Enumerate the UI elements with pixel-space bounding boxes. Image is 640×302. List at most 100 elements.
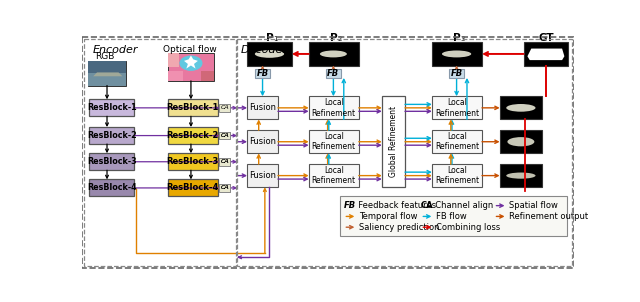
FancyBboxPatch shape	[326, 69, 341, 78]
FancyBboxPatch shape	[168, 99, 218, 116]
FancyBboxPatch shape	[220, 132, 230, 140]
FancyBboxPatch shape	[432, 164, 482, 187]
Text: Global Refinement: Global Refinement	[389, 106, 398, 177]
FancyBboxPatch shape	[220, 104, 230, 112]
FancyBboxPatch shape	[247, 42, 292, 66]
Text: Fusion: Fusion	[249, 137, 276, 146]
Text: ResBlock-3: ResBlock-3	[87, 157, 136, 166]
FancyBboxPatch shape	[432, 130, 482, 153]
FancyBboxPatch shape	[88, 73, 126, 85]
Text: CA: CA	[221, 133, 229, 138]
FancyBboxPatch shape	[500, 96, 542, 119]
Text: Decoder: Decoder	[241, 45, 288, 55]
Text: CA: CA	[221, 159, 229, 164]
Text: CA: CA	[221, 159, 229, 164]
Text: ResBlock-1: ResBlock-1	[87, 103, 136, 112]
Text: P: P	[266, 33, 273, 43]
Text: P: P	[330, 33, 337, 43]
FancyBboxPatch shape	[449, 69, 464, 78]
Text: FB: FB	[257, 69, 269, 78]
Text: Fusion: Fusion	[249, 171, 276, 180]
FancyBboxPatch shape	[247, 164, 278, 187]
Text: ResBlock-4: ResBlock-4	[166, 183, 219, 192]
Text: 1: 1	[273, 36, 278, 42]
FancyBboxPatch shape	[247, 130, 278, 153]
Text: ResBlock-4: ResBlock-4	[87, 183, 136, 192]
FancyBboxPatch shape	[201, 71, 214, 81]
FancyBboxPatch shape	[308, 42, 359, 66]
FancyBboxPatch shape	[168, 53, 179, 67]
FancyBboxPatch shape	[88, 61, 126, 85]
Text: RGB: RGB	[95, 52, 115, 61]
Text: Fusion: Fusion	[249, 103, 276, 112]
FancyBboxPatch shape	[90, 127, 134, 144]
Text: ResBlock-2: ResBlock-2	[166, 131, 219, 140]
Ellipse shape	[320, 50, 347, 57]
Bar	[84, 39, 236, 266]
Text: Spatial flow: Spatial flow	[509, 201, 558, 210]
Text: Channel align: Channel align	[429, 201, 493, 210]
FancyBboxPatch shape	[168, 127, 218, 144]
FancyBboxPatch shape	[308, 96, 359, 119]
Text: CA: CA	[221, 185, 229, 191]
Text: Optical flow: Optical flow	[163, 45, 216, 54]
Bar	[237, 39, 572, 266]
FancyBboxPatch shape	[500, 164, 542, 187]
FancyBboxPatch shape	[308, 130, 359, 153]
Polygon shape	[184, 56, 198, 69]
Text: Temporal flow: Temporal flow	[359, 212, 417, 221]
Text: Local
Refinement: Local Refinement	[435, 166, 479, 185]
Text: Combining loss: Combining loss	[436, 223, 500, 232]
Text: FB: FB	[344, 201, 356, 210]
FancyBboxPatch shape	[168, 179, 218, 196]
Ellipse shape	[442, 50, 471, 57]
FancyBboxPatch shape	[220, 158, 230, 165]
Text: Saliency prediction: Saliency prediction	[359, 223, 439, 232]
FancyBboxPatch shape	[432, 42, 482, 66]
FancyBboxPatch shape	[340, 196, 568, 236]
Ellipse shape	[255, 50, 284, 58]
FancyBboxPatch shape	[382, 96, 405, 187]
Text: 2: 2	[337, 36, 342, 42]
Text: Feedback features: Feedback features	[353, 201, 436, 210]
FancyBboxPatch shape	[88, 61, 126, 73]
Text: 3: 3	[460, 36, 465, 42]
FancyBboxPatch shape	[168, 71, 183, 81]
Text: ResBlock-3: ResBlock-3	[167, 157, 219, 166]
Ellipse shape	[179, 56, 202, 71]
FancyBboxPatch shape	[524, 42, 568, 66]
FancyBboxPatch shape	[255, 69, 270, 78]
Polygon shape	[93, 72, 122, 76]
Text: FB flow: FB flow	[436, 212, 467, 221]
FancyBboxPatch shape	[90, 99, 134, 116]
FancyBboxPatch shape	[432, 96, 482, 119]
FancyBboxPatch shape	[308, 164, 359, 187]
Ellipse shape	[506, 172, 536, 179]
FancyBboxPatch shape	[90, 153, 134, 170]
Text: CA: CA	[221, 133, 229, 138]
Text: GT: GT	[538, 33, 554, 43]
Text: CA: CA	[221, 185, 229, 191]
Text: FB: FB	[451, 69, 463, 78]
FancyBboxPatch shape	[220, 158, 230, 165]
Text: CA: CA	[221, 105, 229, 110]
FancyBboxPatch shape	[168, 153, 218, 170]
FancyBboxPatch shape	[90, 179, 134, 196]
Text: ResBlock-2: ResBlock-2	[87, 131, 136, 140]
Text: CA: CA	[420, 201, 433, 210]
Text: Local
Refinement: Local Refinement	[435, 132, 479, 151]
Text: Local
Refinement: Local Refinement	[312, 166, 356, 185]
Text: Local
Refinement: Local Refinement	[312, 132, 356, 151]
FancyBboxPatch shape	[220, 184, 230, 192]
FancyBboxPatch shape	[168, 53, 214, 81]
FancyBboxPatch shape	[220, 184, 230, 192]
Text: P: P	[452, 33, 460, 43]
Ellipse shape	[506, 104, 536, 112]
Text: Local
Refinement: Local Refinement	[312, 98, 356, 117]
Text: Local
Refinement: Local Refinement	[435, 98, 479, 117]
Ellipse shape	[508, 137, 534, 146]
FancyBboxPatch shape	[220, 132, 230, 140]
Text: Encoder: Encoder	[93, 45, 139, 55]
Text: FB: FB	[327, 69, 339, 78]
FancyBboxPatch shape	[247, 96, 278, 119]
